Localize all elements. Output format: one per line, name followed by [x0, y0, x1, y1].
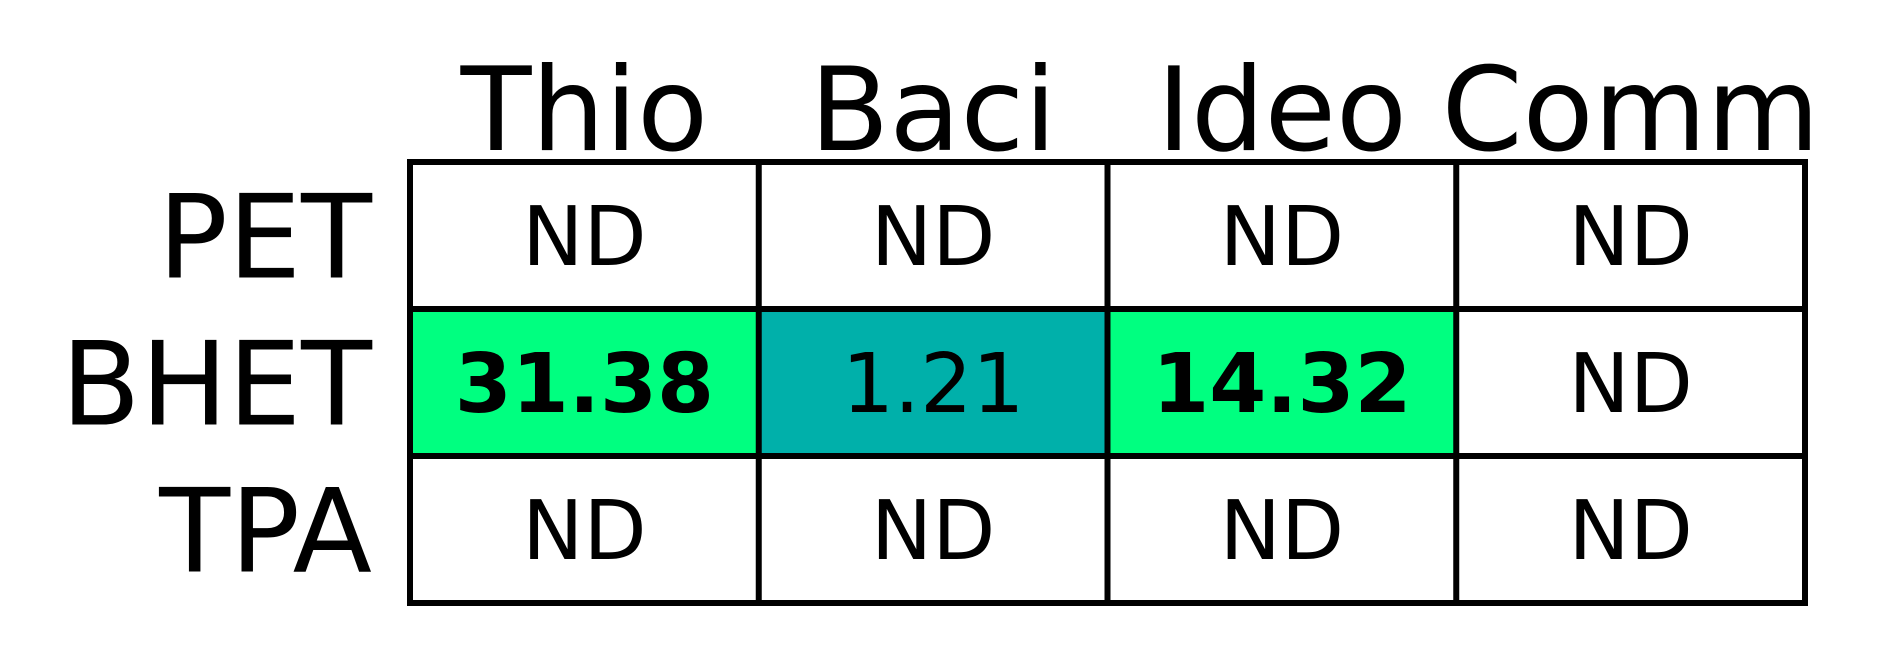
- cell-value-bhet-thio: 31.38: [455, 337, 714, 432]
- heatmap-cell-tpa-ideo: [1107, 456, 1457, 603]
- cell-value-tpa-comm: ND: [1568, 484, 1692, 579]
- cell-value-bhet-ideo: 14.32: [1152, 337, 1411, 432]
- heatmap-cell-bhet-comm: [1456, 309, 1805, 456]
- row-label-tpa: TPA: [158, 465, 372, 600]
- heatmap-cell-tpa-thio: [410, 456, 759, 603]
- cell-value-pet-comm: ND: [1568, 190, 1692, 285]
- heatmap-cell-pet-baci: [758, 162, 1108, 309]
- cell-value-tpa-baci: ND: [871, 484, 995, 579]
- heatmap-cell-bhet-baci: [758, 309, 1108, 456]
- cell-value-bhet-baci: 1.21: [842, 337, 1025, 432]
- heatmap-cell-pet-ideo: [1107, 162, 1457, 309]
- column-label-thio: Thio: [460, 43, 709, 178]
- cell-value-pet-baci: ND: [871, 190, 995, 285]
- heatmap-cell-tpa-baci: [758, 456, 1108, 603]
- column-label-baci: Baci: [810, 43, 1057, 178]
- cells-layer: [410, 162, 1805, 603]
- heatmap-cell-tpa-comm: [1456, 456, 1805, 603]
- cell-value-pet-ideo: ND: [1220, 190, 1344, 285]
- cell-value-tpa-ideo: ND: [1220, 484, 1344, 579]
- row-label-pet: PET: [158, 171, 373, 306]
- heatmap-cell-pet-comm: [1456, 162, 1805, 309]
- heatmap-cell-pet-thio: [410, 162, 759, 309]
- cell-value-pet-thio: ND: [522, 190, 646, 285]
- cell-value-tpa-thio: ND: [522, 484, 646, 579]
- heatmap-cell-bhet-ideo: [1107, 309, 1457, 456]
- cell-value-bhet-comm: ND: [1568, 337, 1692, 432]
- row-label-bhet: BHET: [61, 318, 373, 453]
- column-label-ideo: Ideo: [1157, 43, 1407, 178]
- column-label-comm: Comm: [1442, 43, 1820, 178]
- heatmap-cell-bhet-thio: [410, 309, 759, 456]
- grid-lines: [407, 159, 1808, 606]
